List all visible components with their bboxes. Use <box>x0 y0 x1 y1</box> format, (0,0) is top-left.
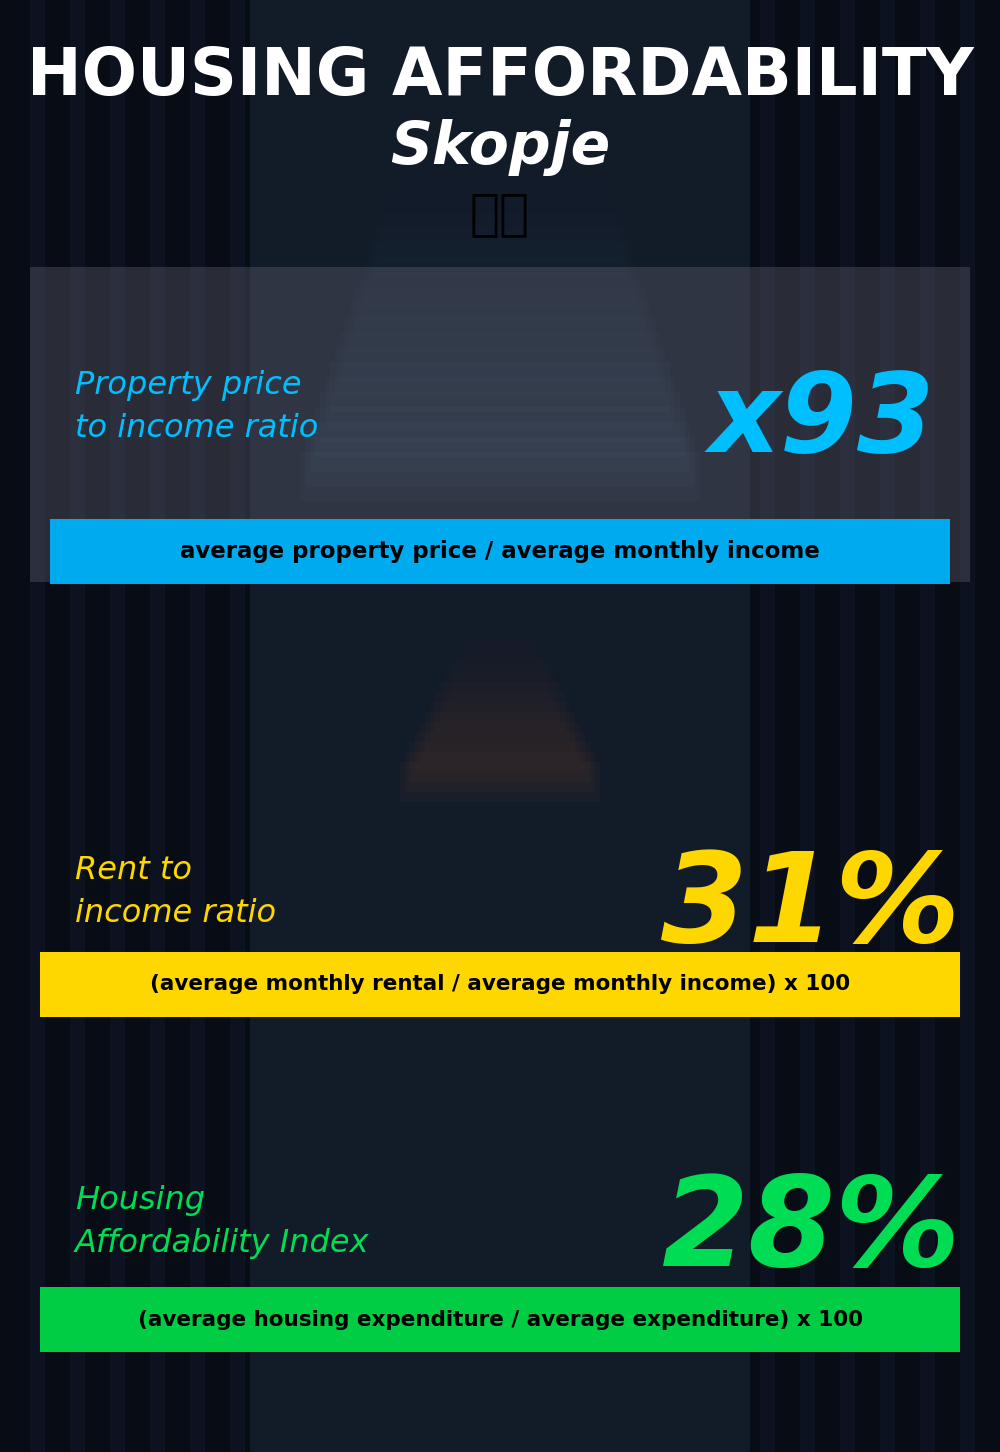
Bar <box>465 632 535 672</box>
Bar <box>230 0 245 1452</box>
Bar <box>330 362 670 412</box>
Bar <box>335 347 665 396</box>
Bar <box>360 272 640 322</box>
Bar <box>50 518 950 584</box>
Text: (average housing expenditure / average expenditure) x 100: (average housing expenditure / average e… <box>138 1310 862 1330</box>
Text: 31%: 31% <box>661 847 960 967</box>
Bar <box>425 711 575 752</box>
Bar <box>470 621 530 662</box>
Bar <box>960 0 975 1452</box>
Bar <box>365 257 635 306</box>
Bar <box>370 242 630 292</box>
Bar <box>305 437 695 486</box>
Bar <box>30 0 45 1452</box>
Bar <box>415 732 585 772</box>
Text: x93: x93 <box>709 369 935 475</box>
Bar <box>880 0 895 1452</box>
Bar <box>435 693 565 732</box>
Bar <box>325 378 675 427</box>
Bar <box>300 452 700 502</box>
Bar <box>460 642 540 682</box>
Bar <box>395 167 605 216</box>
Bar <box>355 287 645 337</box>
Text: Housing
Affordability Index: Housing Affordability Index <box>75 1185 370 1259</box>
Bar <box>400 762 600 802</box>
Bar <box>30 267 970 582</box>
Bar <box>0 0 250 1452</box>
Text: HOUSING AFFORDABILITY: HOUSING AFFORDABILITY <box>27 45 973 109</box>
Bar <box>345 317 655 367</box>
Text: 28%: 28% <box>661 1172 960 1292</box>
Bar <box>405 752 595 791</box>
Bar <box>455 652 545 693</box>
Bar <box>375 227 625 277</box>
Bar <box>800 0 815 1452</box>
Bar <box>315 407 685 457</box>
Bar <box>250 0 750 1452</box>
Bar <box>920 0 935 1452</box>
Bar <box>445 672 555 711</box>
Bar <box>110 0 125 1452</box>
Bar <box>40 953 960 1016</box>
Bar <box>310 423 690 472</box>
Bar <box>380 212 620 261</box>
Bar <box>440 682 560 722</box>
Bar <box>420 722 580 762</box>
Bar <box>70 0 85 1452</box>
Bar <box>40 1286 960 1352</box>
Bar <box>150 0 165 1452</box>
Bar <box>840 0 855 1452</box>
Text: (average monthly rental / average monthly income) x 100: (average monthly rental / average monthl… <box>150 974 850 995</box>
Text: Skopje: Skopje <box>390 119 610 176</box>
Text: average property price / average monthly income: average property price / average monthly… <box>180 540 820 563</box>
Bar <box>190 0 205 1452</box>
Bar <box>410 742 590 783</box>
Bar <box>750 0 1000 1452</box>
Bar <box>340 333 660 382</box>
Bar <box>760 0 775 1452</box>
Bar <box>385 197 615 247</box>
Bar <box>390 182 610 232</box>
Bar <box>430 701 570 742</box>
Bar <box>320 392 680 441</box>
Text: Rent to
income ratio: Rent to income ratio <box>75 855 276 929</box>
Text: 🇲🇰: 🇲🇰 <box>470 190 530 238</box>
Bar <box>350 302 650 351</box>
Text: Property price
to income ratio: Property price to income ratio <box>75 370 318 444</box>
Bar <box>450 662 550 701</box>
